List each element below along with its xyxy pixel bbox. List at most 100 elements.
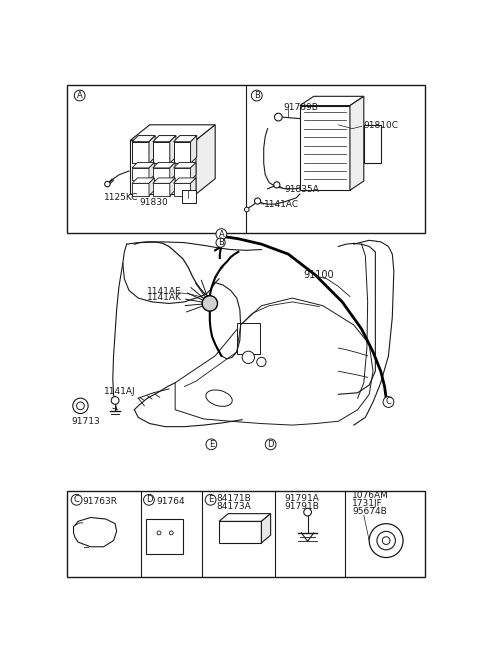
Text: 91713: 91713 bbox=[71, 417, 100, 426]
Circle shape bbox=[377, 531, 396, 550]
Circle shape bbox=[244, 207, 249, 212]
Circle shape bbox=[206, 439, 217, 450]
Polygon shape bbox=[149, 178, 155, 196]
Bar bbox=[366, 136, 378, 140]
Polygon shape bbox=[132, 136, 155, 141]
Circle shape bbox=[369, 523, 403, 557]
Text: E: E bbox=[209, 440, 214, 449]
Text: 1076AM: 1076AM bbox=[352, 491, 389, 500]
Text: 91789B: 91789B bbox=[283, 103, 318, 112]
Polygon shape bbox=[170, 136, 176, 163]
Polygon shape bbox=[146, 519, 183, 555]
Polygon shape bbox=[191, 178, 196, 196]
Circle shape bbox=[216, 238, 225, 247]
Polygon shape bbox=[300, 96, 364, 105]
Bar bbox=[366, 143, 378, 147]
Text: 1125KC: 1125KC bbox=[104, 193, 138, 202]
Text: 91791A: 91791A bbox=[285, 495, 319, 504]
Bar bbox=[366, 149, 378, 154]
Text: B: B bbox=[254, 91, 260, 100]
Text: 1731JF: 1731JF bbox=[352, 499, 383, 508]
Text: D: D bbox=[267, 440, 274, 449]
Text: B: B bbox=[217, 238, 224, 247]
Polygon shape bbox=[132, 141, 149, 163]
Text: C: C bbox=[73, 495, 80, 504]
Circle shape bbox=[105, 181, 110, 187]
Text: 84171B: 84171B bbox=[217, 495, 252, 504]
Text: D: D bbox=[146, 495, 152, 504]
Polygon shape bbox=[153, 141, 170, 163]
Polygon shape bbox=[174, 141, 191, 163]
Circle shape bbox=[205, 495, 216, 505]
Circle shape bbox=[265, 439, 276, 450]
Circle shape bbox=[74, 90, 85, 101]
Text: 91763R: 91763R bbox=[83, 498, 118, 506]
Bar bbox=[67, 491, 425, 577]
Circle shape bbox=[274, 182, 280, 188]
Text: E: E bbox=[208, 495, 213, 504]
Polygon shape bbox=[174, 178, 196, 183]
Text: 91830: 91830 bbox=[139, 198, 168, 207]
Circle shape bbox=[202, 296, 217, 311]
Bar bbox=[67, 84, 425, 233]
Text: 1141AC: 1141AC bbox=[264, 200, 299, 209]
Bar bbox=[366, 157, 378, 161]
Polygon shape bbox=[131, 125, 215, 140]
Circle shape bbox=[111, 397, 119, 404]
Circle shape bbox=[304, 508, 312, 516]
Circle shape bbox=[382, 536, 390, 544]
Polygon shape bbox=[300, 105, 350, 190]
Polygon shape bbox=[175, 298, 373, 425]
Circle shape bbox=[73, 398, 88, 413]
Text: A: A bbox=[218, 230, 224, 238]
Circle shape bbox=[157, 531, 161, 535]
Bar bbox=[237, 324, 260, 354]
Polygon shape bbox=[170, 178, 175, 196]
Ellipse shape bbox=[206, 390, 232, 406]
Polygon shape bbox=[191, 136, 197, 163]
Text: A: A bbox=[77, 91, 83, 100]
Polygon shape bbox=[196, 125, 215, 194]
Circle shape bbox=[257, 358, 266, 367]
Polygon shape bbox=[153, 168, 170, 180]
Circle shape bbox=[254, 198, 261, 204]
Polygon shape bbox=[153, 162, 175, 168]
Polygon shape bbox=[153, 183, 170, 196]
Polygon shape bbox=[132, 162, 155, 168]
Polygon shape bbox=[219, 521, 262, 543]
Polygon shape bbox=[131, 140, 196, 194]
Text: 84173A: 84173A bbox=[217, 502, 252, 511]
Circle shape bbox=[242, 351, 254, 364]
Text: 1141AK: 1141AK bbox=[147, 293, 182, 303]
Text: 91764: 91764 bbox=[156, 498, 184, 506]
Polygon shape bbox=[170, 162, 175, 180]
Polygon shape bbox=[132, 178, 155, 183]
Polygon shape bbox=[174, 136, 197, 141]
Polygon shape bbox=[153, 178, 175, 183]
Bar bbox=[366, 128, 378, 133]
Polygon shape bbox=[174, 162, 196, 168]
Polygon shape bbox=[149, 136, 155, 163]
Circle shape bbox=[383, 397, 394, 407]
Circle shape bbox=[216, 229, 227, 240]
Text: 91835A: 91835A bbox=[285, 185, 319, 194]
Polygon shape bbox=[174, 168, 191, 180]
Circle shape bbox=[71, 495, 82, 505]
Polygon shape bbox=[219, 514, 271, 521]
Text: 1141AJ: 1141AJ bbox=[104, 386, 135, 396]
Circle shape bbox=[77, 402, 84, 409]
Text: 91791B: 91791B bbox=[285, 502, 319, 511]
Polygon shape bbox=[132, 168, 149, 180]
Polygon shape bbox=[153, 136, 176, 141]
Circle shape bbox=[252, 90, 262, 101]
Text: 91763R: 91763R bbox=[90, 552, 118, 558]
Text: 95674B: 95674B bbox=[352, 507, 387, 515]
Polygon shape bbox=[191, 162, 196, 180]
Polygon shape bbox=[350, 96, 364, 190]
Polygon shape bbox=[174, 183, 191, 196]
Text: 91810C: 91810C bbox=[363, 121, 398, 130]
Circle shape bbox=[169, 531, 173, 535]
Text: C: C bbox=[385, 398, 391, 407]
Polygon shape bbox=[149, 162, 155, 180]
Circle shape bbox=[144, 495, 155, 505]
